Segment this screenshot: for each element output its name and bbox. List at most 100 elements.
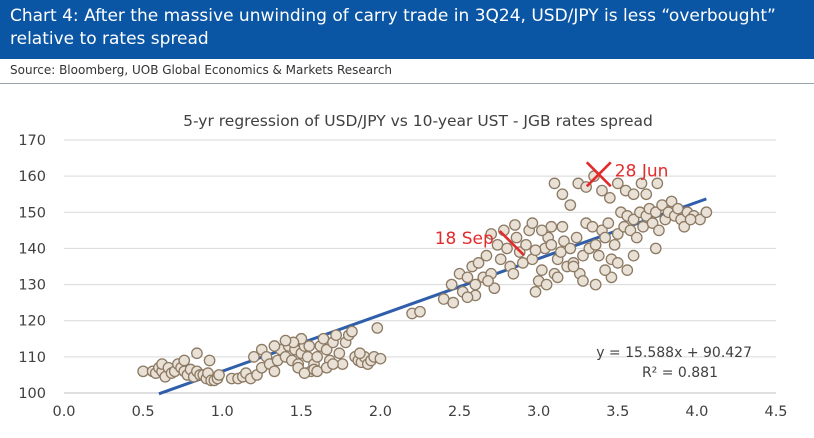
data-point xyxy=(320,343,333,356)
data-point xyxy=(551,271,564,284)
y-tick-label: 130 xyxy=(18,278,46,294)
data-point xyxy=(330,329,342,342)
x-tick-label: 0.5 xyxy=(132,404,155,420)
data-point xyxy=(535,224,548,237)
data-point xyxy=(556,220,569,233)
data-point xyxy=(485,228,498,240)
data-point xyxy=(248,351,260,363)
data-point xyxy=(311,351,324,363)
y-tick-label: 120 xyxy=(18,314,46,330)
data-point xyxy=(577,275,589,287)
data-points xyxy=(137,170,713,387)
data-point xyxy=(268,340,281,352)
data-point xyxy=(472,257,485,269)
data-point xyxy=(516,257,529,269)
data-point xyxy=(700,206,713,219)
chart-header-title: Chart 4: After the massive unwinding of … xyxy=(10,6,776,49)
data-point xyxy=(608,238,621,251)
data-point xyxy=(567,260,580,273)
data-point xyxy=(371,322,384,334)
data-point xyxy=(191,347,203,360)
x-tick-label: 4.5 xyxy=(764,404,787,420)
data-point xyxy=(437,293,450,305)
data-point xyxy=(599,231,611,244)
data-point xyxy=(529,285,542,298)
data-point xyxy=(482,275,494,287)
data-point xyxy=(354,347,366,360)
data-point xyxy=(447,296,460,309)
data-point xyxy=(509,219,521,231)
r-squared-label: R² = 0.881 xyxy=(642,365,718,381)
x-axis-ticks: 0.0 0.5 1.0 1.5 2.0 2.5 3.0 3.5 4.0 4.5 xyxy=(52,404,787,420)
data-point xyxy=(651,177,664,190)
data-point xyxy=(494,253,507,266)
data-point xyxy=(611,257,624,269)
data-point xyxy=(501,242,513,255)
data-point xyxy=(414,305,426,318)
data-point xyxy=(491,238,504,251)
data-point xyxy=(445,278,458,291)
y-tick-label: 150 xyxy=(18,205,46,221)
data-point xyxy=(635,177,648,190)
x-tick-label: 2.0 xyxy=(369,404,392,420)
data-point xyxy=(279,334,292,347)
x-tick-label: 1.5 xyxy=(290,404,313,420)
data-point xyxy=(611,177,624,190)
data-point xyxy=(556,188,569,201)
data-point xyxy=(611,228,624,240)
data-point xyxy=(137,365,149,378)
x-tick-label: 3.5 xyxy=(606,404,629,420)
annotation-cross xyxy=(498,230,525,256)
data-point xyxy=(564,199,577,211)
y-tick-label: 100 xyxy=(18,386,46,402)
data-point xyxy=(684,213,697,226)
data-point xyxy=(336,358,349,370)
annotation-cross xyxy=(585,161,612,188)
data-point xyxy=(333,347,346,360)
data-point xyxy=(570,231,583,244)
data-point xyxy=(627,213,640,226)
data-point xyxy=(599,264,611,276)
data-point xyxy=(640,188,653,201)
data-point xyxy=(268,365,281,378)
x-tick-label: 1.0 xyxy=(211,404,234,420)
data-point xyxy=(374,352,387,365)
data-point xyxy=(564,242,577,255)
source-note: Source: Bloomberg, UOB Global Economics … xyxy=(10,63,393,77)
chart-title: 5-yr regression of USD/JPY vs 10-year US… xyxy=(183,112,653,130)
data-point xyxy=(627,188,640,201)
data-point xyxy=(592,249,605,262)
y-tick-label: 110 xyxy=(18,350,46,366)
data-point xyxy=(317,332,330,345)
data-point xyxy=(627,249,640,262)
data-point xyxy=(529,244,542,257)
data-point xyxy=(526,217,539,229)
y-tick-label: 140 xyxy=(18,241,46,257)
y-axis-ticks: 100 110 120 130 140 150 160 170 xyxy=(18,133,46,402)
data-point xyxy=(554,246,567,258)
x-tick-label: 2.5 xyxy=(448,404,471,420)
y-tick-label: 170 xyxy=(18,133,46,149)
regression-equation: y = 15.588x + 90.427 xyxy=(596,345,752,361)
chart-header-bar: Chart 4: After the massive unwinding of … xyxy=(0,0,814,59)
divider-line xyxy=(0,83,814,84)
data-point xyxy=(461,291,474,304)
data-point xyxy=(605,271,618,284)
x-tick-label: 3.0 xyxy=(527,404,550,420)
data-point xyxy=(213,369,225,381)
data-point xyxy=(665,195,678,208)
data-point xyxy=(327,358,339,370)
data-point xyxy=(649,242,662,255)
data-point xyxy=(507,267,520,280)
data-point xyxy=(480,249,493,262)
data-point xyxy=(548,177,561,190)
data-point xyxy=(649,206,662,219)
data-point xyxy=(303,340,316,352)
annotations: 28 Jun 18 Sep xyxy=(435,161,668,256)
data-point xyxy=(488,282,501,295)
data-point xyxy=(545,238,558,251)
data-point xyxy=(558,235,570,248)
data-point xyxy=(589,278,602,291)
data-point xyxy=(678,220,691,233)
x-tick-label: 0.0 xyxy=(52,404,75,420)
